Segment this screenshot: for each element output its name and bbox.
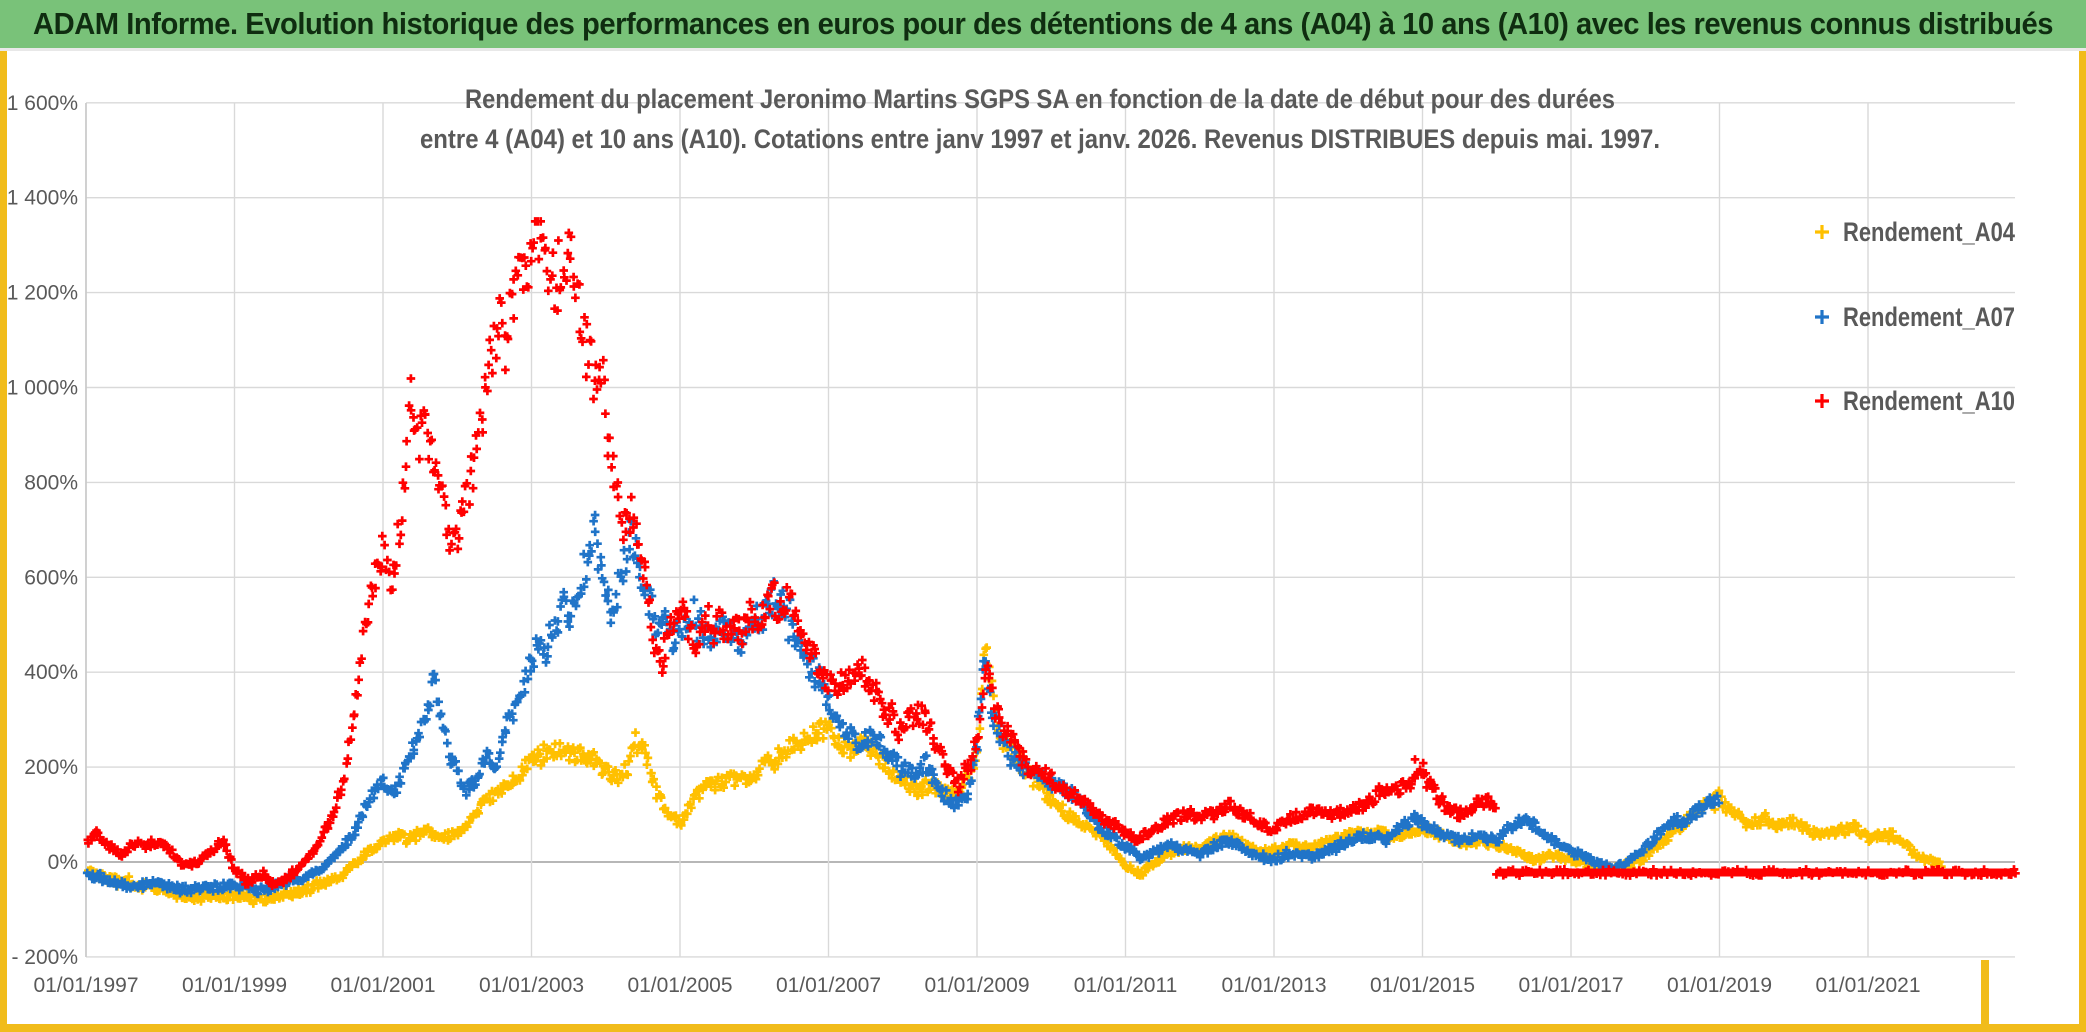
x-tick-label: 01/01/2003 xyxy=(479,974,584,997)
legend-item-a07[interactable]: Rendement_A07 xyxy=(1815,302,2015,332)
gold-frame xyxy=(0,48,2086,1032)
gold-border-strip xyxy=(1981,960,1989,1026)
x-tick-label: 01/01/2001 xyxy=(330,974,435,997)
y-tick-label: 400% xyxy=(24,661,78,684)
series-Rendement_A04 xyxy=(84,643,1946,908)
banner xyxy=(0,0,2086,48)
y-tick-label: 1 000% xyxy=(7,377,78,400)
banner-shadow xyxy=(0,48,2086,51)
plus-marker-icon xyxy=(1815,310,1829,324)
x-axis-labels: 01/01/1997 01/01/1999 01/01/2001 01/01/2003… xyxy=(33,974,1920,997)
legend-item-a10[interactable]: Rendement_A10 xyxy=(1815,386,2015,416)
y-tick-label: 1 400% xyxy=(7,187,78,210)
legend-item-a04[interactable]: Rendement_A04 xyxy=(1815,217,2015,247)
series-Rendement_A10-flat-markers xyxy=(1492,865,2020,880)
y-tick-label: 1 600% xyxy=(7,92,78,115)
series-Rendement_A10 xyxy=(83,217,1500,891)
gold-border-strip xyxy=(0,48,7,1032)
x-tick-label: 01/01/2015 xyxy=(1370,974,1475,997)
gold-border-strip xyxy=(2079,48,2086,1032)
y-tick-label: 800% xyxy=(24,471,78,494)
chart-title-line1: Rendement du placement Jeronimo Martins … xyxy=(465,84,1615,114)
scatter-series xyxy=(82,217,2020,908)
legend-label-a04: Rendement_A04 xyxy=(1843,217,2015,247)
x-tick-label: 01/01/2007 xyxy=(776,974,881,997)
banner-title: ADAM Informe. Evolution historique des p… xyxy=(33,6,2053,41)
x-tick-label: 01/01/2005 xyxy=(627,974,732,997)
y-axis-labels: 1 600% 1 400% 1 200% 1 000% 800% 600% 400% 200%… xyxy=(7,92,78,969)
x-tick-label: 01/01/2019 xyxy=(1667,974,1772,997)
legend: Rendement_A04 Rendement_A07 Rendement_A1… xyxy=(1815,217,2015,416)
chart-title-line2: entre 4 (A04) et 10 ans (A10). Cotations… xyxy=(420,124,1660,154)
y-tick-label: 0% xyxy=(48,851,78,874)
x-tick-label: 01/01/2009 xyxy=(924,974,1029,997)
series-Rendement_A07 xyxy=(82,510,1724,899)
legend-label-a10: Rendement_A10 xyxy=(1843,386,2015,416)
legend-label-a07: Rendement_A07 xyxy=(1843,302,2015,332)
x-tick-label: 01/01/2017 xyxy=(1518,974,1623,997)
x-tick-label: 01/01/2021 xyxy=(1815,974,1920,997)
plus-marker-icon xyxy=(1815,225,1829,239)
x-tick-label: 01/01/2011 xyxy=(1074,974,1178,997)
y-tick-label: 600% xyxy=(24,566,78,589)
x-tick-label: 01/01/1997 xyxy=(33,974,138,997)
y-tick-label: 1 200% xyxy=(7,282,78,305)
y-tick-label: 200% xyxy=(24,756,78,779)
y-tick-label: - 200% xyxy=(11,946,78,969)
x-tick-label: 01/01/1999 xyxy=(182,974,287,997)
plus-marker-icon xyxy=(1815,394,1829,408)
x-tick-label: 01/01/2013 xyxy=(1221,974,1326,997)
plot-gridlines xyxy=(85,102,2015,958)
gold-border-strip xyxy=(0,1024,2086,1032)
